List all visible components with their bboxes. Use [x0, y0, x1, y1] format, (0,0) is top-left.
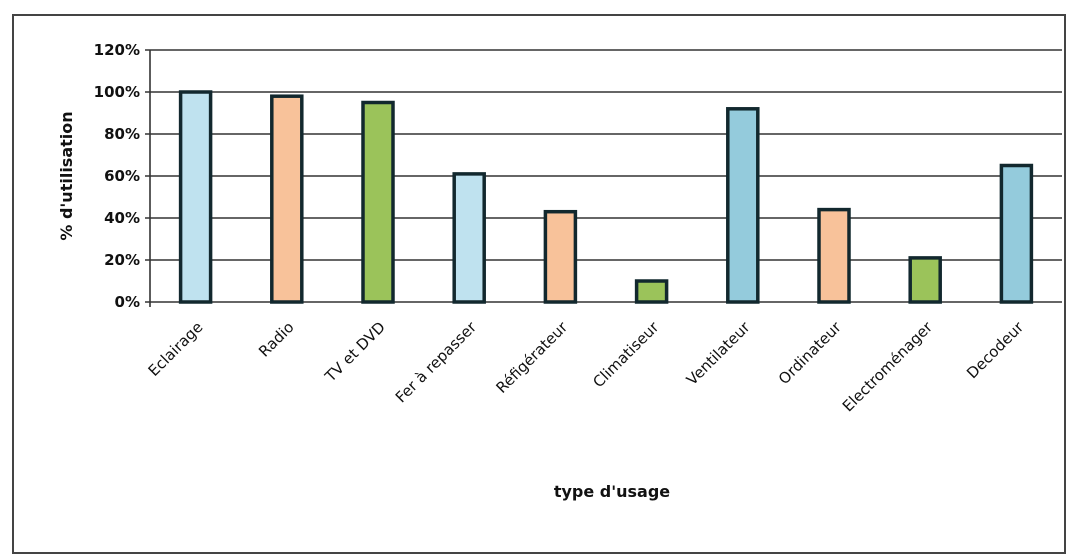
- bar: [452, 172, 486, 304]
- y-tick-label: 20%: [104, 251, 140, 269]
- y-tick-label: 80%: [104, 125, 140, 143]
- x-category-label: Climatiseur: [589, 318, 663, 392]
- bar: [543, 209, 578, 304]
- bar: [634, 279, 669, 304]
- x-category-label: Réfigérateur: [493, 318, 572, 397]
- bar: [817, 207, 851, 304]
- x-category-label: Radio: [255, 318, 298, 361]
- y-tick-label: 120%: [94, 41, 140, 59]
- x-category-label: TV et DVD: [321, 318, 389, 386]
- x-category-label: Eclairage: [145, 318, 207, 380]
- bar-chart: 0% 20% 40% 60% 80% 100% 120% Eclairage Radio TV …: [57, 41, 1062, 501]
- y-tick-label: 40%: [104, 209, 140, 227]
- x-category-label: Electroménager: [839, 318, 937, 416]
- x-category-label: Decodeur: [963, 318, 1028, 383]
- bars: [178, 90, 1034, 304]
- bar: [270, 94, 304, 304]
- x-axis-categories: Eclairage Radio TV et DVD Fer à repasser Réf…: [145, 318, 1028, 416]
- bar: [908, 256, 942, 304]
- bar: [361, 100, 395, 304]
- bar: [178, 90, 213, 304]
- x-category-label: Fer à repasser: [392, 318, 481, 407]
- x-axis-title: type d'usage: [554, 482, 670, 501]
- bar: [726, 107, 760, 304]
- x-category-label: Ventilateur: [683, 318, 754, 389]
- x-category-label: Ordinateur: [775, 318, 846, 389]
- y-tick-label: 100%: [94, 83, 140, 101]
- y-tick-label: 0%: [115, 293, 140, 311]
- y-tick-label: 60%: [104, 167, 140, 185]
- y-axis-ticks: 0% 20% 40% 60% 80% 100% 120%: [94, 41, 140, 311]
- bar: [999, 163, 1034, 304]
- y-axis-title: % d'utilisation: [57, 111, 76, 240]
